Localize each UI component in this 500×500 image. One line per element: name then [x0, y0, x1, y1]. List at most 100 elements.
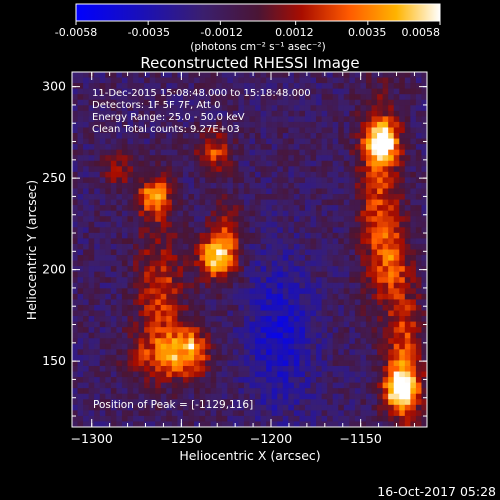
- heatmap-cell: [177, 271, 184, 278]
- heatmap-cell: [238, 271, 245, 278]
- heatmap-cell: [227, 232, 234, 239]
- heatmap-cell: [327, 116, 334, 123]
- heatmap-cell: [399, 177, 406, 184]
- heatmap-cell: [410, 255, 417, 261]
- heatmap-cell: [293, 338, 300, 345]
- heatmap-cell: [321, 399, 328, 406]
- heatmap-cell: [99, 149, 106, 156]
- heatmap-cell: [249, 110, 256, 117]
- heatmap-cell: [404, 177, 411, 184]
- heatmap-cell: [277, 255, 284, 261]
- heatmap-cell: [299, 410, 306, 417]
- heatmap-cell: [166, 327, 173, 334]
- heatmap-cell: [332, 404, 339, 411]
- heatmap-cell: [83, 393, 90, 400]
- heatmap-cell: [110, 310, 117, 317]
- heatmap-cell: [160, 205, 167, 212]
- heatmap-cell: [388, 415, 395, 422]
- heatmap-cell: [166, 310, 173, 317]
- heatmap-cell: [105, 404, 112, 411]
- heatmap-cell: [166, 288, 173, 295]
- heatmap-cell: [338, 221, 345, 228]
- heatmap-cell: [266, 121, 273, 128]
- heatmap-cell: [232, 221, 239, 228]
- heatmap-cell: [371, 171, 378, 178]
- heatmap-cell: [282, 110, 289, 117]
- heatmap-cell: [199, 127, 206, 134]
- heatmap-cell: [177, 316, 184, 323]
- heatmap-cell: [349, 388, 356, 395]
- heatmap-cell: [105, 349, 112, 356]
- heatmap-cell: [316, 293, 323, 300]
- heatmap-cell: [332, 88, 339, 95]
- heatmap-cell: [210, 321, 217, 328]
- heatmap-cell: [110, 321, 117, 328]
- heatmap-cell: [371, 205, 378, 212]
- heatmap-cell: [105, 299, 112, 306]
- heatmap-cell: [349, 377, 356, 384]
- heatmap-cell: [365, 321, 372, 328]
- heatmap-cell: [243, 266, 250, 273]
- heatmap-cell: [72, 171, 78, 178]
- heatmap-cell: [177, 127, 184, 134]
- heatmap-cell: [210, 227, 217, 234]
- heatmap-cell: [371, 377, 378, 384]
- heatmap-cell: [88, 77, 95, 84]
- heatmap-cell: [110, 166, 117, 173]
- heatmap-cell: [77, 94, 84, 101]
- heatmap-cell: [321, 83, 328, 90]
- heatmap-cell: [171, 194, 178, 200]
- heatmap-cell: [421, 293, 427, 300]
- heatmap-cell: [166, 149, 173, 156]
- heatmap-cell: [421, 277, 427, 284]
- heatmap-cell: [360, 388, 367, 395]
- heatmap-cell: [293, 388, 300, 395]
- heatmap-cell: [127, 404, 134, 411]
- heatmap-cell: [277, 155, 284, 162]
- heatmap-cell: [210, 377, 217, 384]
- heatmap-cell: [166, 349, 173, 356]
- heatmap-cell: [160, 83, 167, 90]
- heatmap-cell: [321, 166, 328, 173]
- heatmap-cell: [299, 138, 306, 145]
- heatmap-cell: [288, 377, 295, 384]
- heatmap-cell: [238, 382, 245, 389]
- heatmap-cell: [194, 382, 200, 389]
- heatmap-cell: [205, 365, 212, 372]
- heatmap-cell: [72, 404, 78, 411]
- heatmap-cell: [243, 188, 250, 195]
- heatmap-cell: [354, 72, 361, 78]
- heatmap-cell: [171, 293, 178, 300]
- heatmap-cell: [210, 293, 217, 300]
- heatmap-cell: [354, 83, 361, 90]
- heatmap-cell: [365, 88, 372, 95]
- heatmap-cell: [149, 216, 156, 223]
- heatmap-cell: [404, 343, 411, 350]
- heatmap-cell: [88, 282, 95, 289]
- heatmap-cell: [365, 227, 372, 234]
- heatmap-cell: [399, 360, 406, 367]
- heatmap-cell: [210, 260, 217, 267]
- heatmap-cell: [365, 249, 372, 256]
- heatmap-cell: [177, 227, 184, 234]
- heatmap-cell: [371, 343, 378, 350]
- heatmap-cell: [110, 288, 117, 295]
- heatmap-cell: [133, 166, 139, 173]
- heatmap-cell: [365, 83, 372, 90]
- heatmap-cell: [182, 188, 189, 195]
- heatmap-cell: [105, 266, 112, 273]
- heatmap-cell: [133, 338, 139, 345]
- heatmap-cell: [293, 210, 300, 217]
- heatmap-cell: [360, 393, 367, 400]
- heatmap-cell: [266, 338, 273, 345]
- heatmap-cell: [133, 360, 139, 367]
- heatmap-cell: [83, 338, 90, 345]
- heatmap-cell: [316, 354, 323, 361]
- heatmap-cell: [199, 316, 206, 323]
- heatmap-cell: [304, 188, 311, 195]
- heatmap-cell: [238, 321, 245, 328]
- heatmap-cell: [321, 155, 328, 162]
- heatmap-cell: [249, 365, 256, 372]
- heatmap-cell: [77, 332, 84, 339]
- heatmap-cell: [133, 377, 139, 384]
